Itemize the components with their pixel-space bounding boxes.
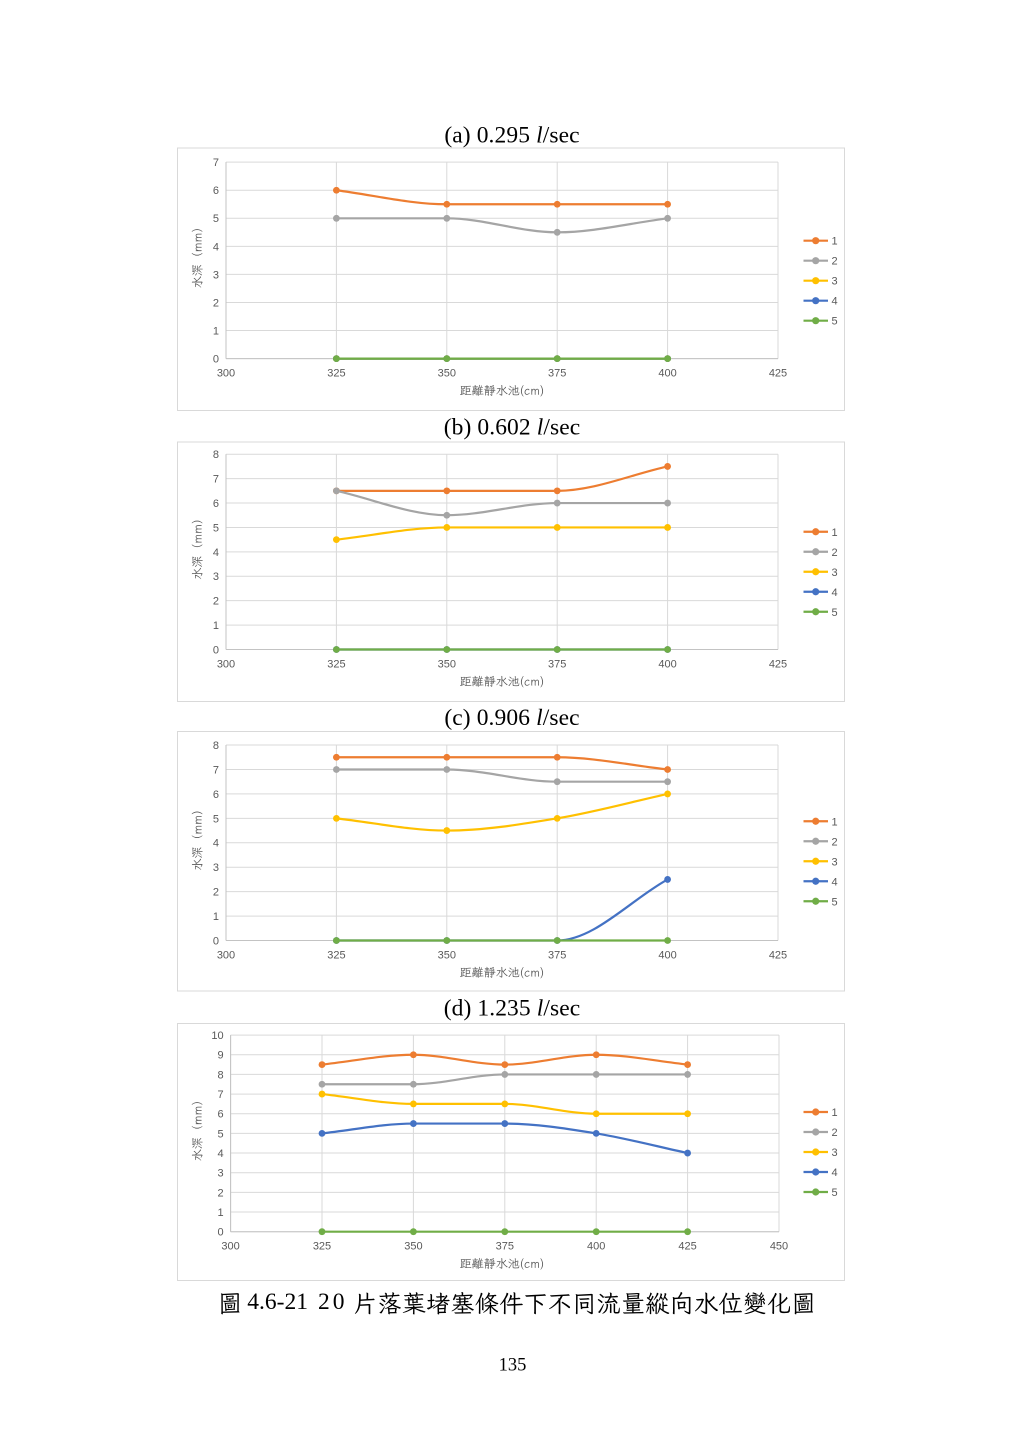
svg-text:7: 7 [213, 157, 219, 169]
svg-text:0: 0 [333, 1289, 345, 1315]
svg-text:4: 4 [213, 241, 219, 253]
svg-text:9: 9 [217, 1050, 223, 1062]
svg-text:5: 5 [832, 1187, 838, 1199]
svg-text:325: 325 [327, 659, 345, 671]
svg-text:350: 350 [404, 1241, 422, 1253]
svg-text:135: 135 [499, 1356, 527, 1376]
svg-text:1: 1 [832, 816, 838, 828]
svg-text:350: 350 [438, 659, 456, 671]
svg-text:5: 5 [832, 607, 838, 619]
svg-text:350: 350 [438, 950, 456, 962]
svg-text:375: 375 [548, 950, 566, 962]
svg-text:350: 350 [438, 368, 456, 380]
svg-text:4: 4 [832, 1167, 838, 1179]
svg-text:2: 2 [832, 547, 838, 559]
svg-text:375: 375 [548, 659, 566, 671]
svg-text:(b) 0.602 l/sec: (b) 0.602 l/sec [444, 414, 581, 440]
svg-text:1: 1 [213, 620, 219, 632]
svg-text:2: 2 [217, 1187, 223, 1199]
svg-text:0: 0 [213, 644, 219, 656]
svg-text:300: 300 [217, 659, 235, 671]
svg-text:1: 1 [832, 1107, 838, 1119]
svg-text:7: 7 [213, 474, 219, 486]
svg-text:8: 8 [217, 1069, 223, 1081]
svg-text:3: 3 [217, 1168, 223, 1180]
svg-text:2: 2 [213, 596, 219, 608]
svg-text:3: 3 [213, 571, 219, 583]
svg-text:0: 0 [213, 935, 219, 947]
svg-text:325: 325 [327, 950, 345, 962]
svg-text:425: 425 [769, 368, 787, 380]
svg-text:3: 3 [832, 567, 838, 579]
svg-text:1: 1 [213, 911, 219, 923]
svg-text:5: 5 [213, 813, 219, 825]
svg-text:400: 400 [658, 659, 676, 671]
svg-text:2: 2 [318, 1289, 330, 1315]
svg-text:8: 8 [213, 740, 219, 752]
svg-text:1: 1 [832, 236, 838, 248]
svg-text:2: 2 [213, 887, 219, 899]
svg-text:3: 3 [832, 856, 838, 868]
svg-text:6: 6 [213, 498, 219, 510]
svg-text:300: 300 [217, 368, 235, 380]
svg-text:425: 425 [769, 950, 787, 962]
svg-text:4: 4 [213, 838, 219, 850]
svg-text:(a) 0.295 l/sec: (a) 0.295 l/sec [444, 122, 579, 148]
svg-text:4: 4 [832, 876, 838, 888]
svg-text:4: 4 [217, 1148, 223, 1160]
svg-text:325: 325 [327, 368, 345, 380]
svg-text:1: 1 [832, 527, 838, 539]
svg-text:7: 7 [213, 764, 219, 776]
svg-text:400: 400 [587, 1241, 605, 1253]
svg-text:4: 4 [832, 296, 838, 308]
svg-text:(c) 0.906 l/sec: (c) 0.906 l/sec [444, 705, 579, 731]
svg-text:325: 325 [313, 1241, 331, 1253]
svg-text:4: 4 [213, 547, 219, 559]
svg-text:300: 300 [221, 1241, 239, 1253]
svg-text:0: 0 [217, 1227, 223, 1239]
svg-text:4: 4 [832, 587, 838, 599]
svg-text:3: 3 [213, 269, 219, 281]
svg-text:1: 1 [217, 1207, 223, 1219]
svg-text:5: 5 [213, 522, 219, 534]
svg-text:2: 2 [832, 256, 838, 268]
svg-text:5: 5 [213, 213, 219, 225]
svg-text:10: 10 [211, 1030, 223, 1042]
svg-text:4.6-21: 4.6-21 [247, 1289, 308, 1315]
svg-text:3: 3 [832, 1147, 838, 1159]
svg-text:2: 2 [213, 297, 219, 309]
svg-text:6: 6 [213, 185, 219, 197]
svg-text:1: 1 [213, 325, 219, 337]
svg-text:7: 7 [217, 1089, 223, 1101]
svg-text:3: 3 [213, 862, 219, 874]
svg-text:6: 6 [217, 1109, 223, 1121]
svg-text:5: 5 [832, 896, 838, 908]
svg-text:425: 425 [678, 1241, 696, 1253]
svg-text:0: 0 [213, 354, 219, 366]
svg-text:450: 450 [770, 1241, 788, 1253]
svg-text:8: 8 [213, 449, 219, 461]
svg-text:6: 6 [213, 789, 219, 801]
svg-text:2: 2 [832, 836, 838, 848]
svg-text:400: 400 [658, 368, 676, 380]
svg-text:300: 300 [217, 950, 235, 962]
svg-text:5: 5 [832, 316, 838, 328]
svg-text:400: 400 [658, 950, 676, 962]
svg-text:(d) 1.235 l/sec: (d) 1.235 l/sec [444, 996, 581, 1022]
svg-text:375: 375 [548, 368, 566, 380]
svg-text:375: 375 [496, 1241, 514, 1253]
svg-text:5: 5 [217, 1128, 223, 1140]
svg-text:2: 2 [832, 1127, 838, 1139]
svg-text:3: 3 [832, 276, 838, 288]
svg-text:425: 425 [769, 659, 787, 671]
